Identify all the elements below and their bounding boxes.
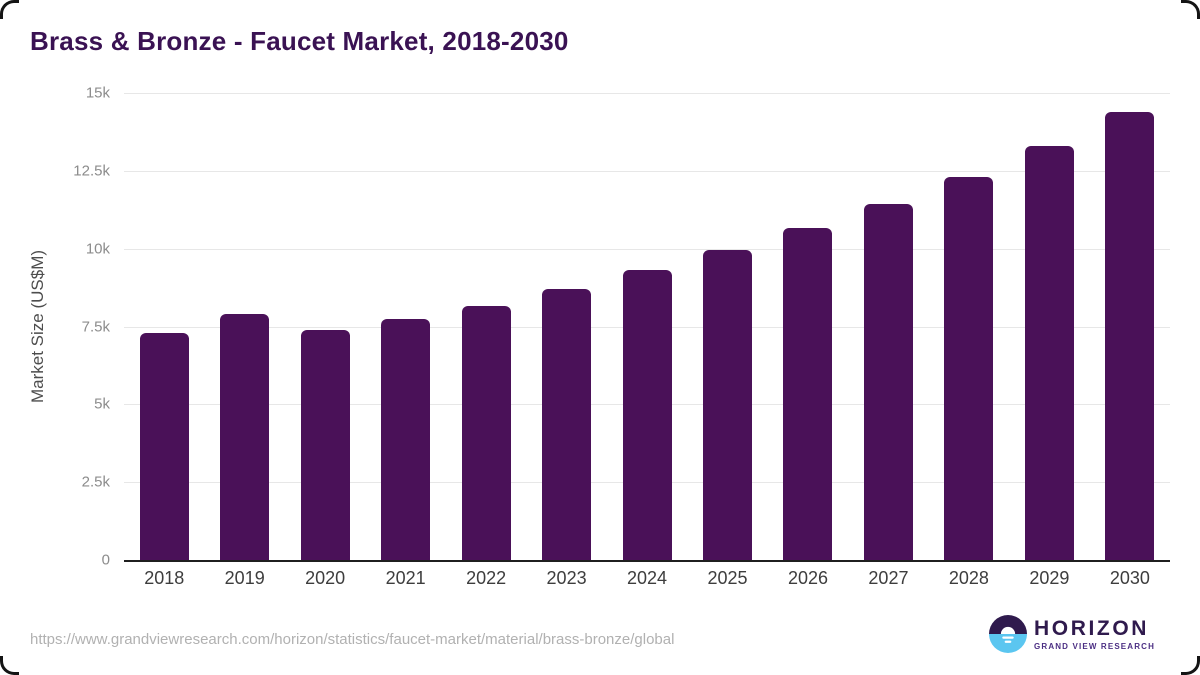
corner-artifact (1181, 656, 1200, 675)
bar-slot-2028 (929, 93, 1009, 560)
horizon-logo: HORIZON GRAND VIEW RESEARCH (989, 615, 1155, 653)
bar-2028[interactable] (944, 177, 994, 560)
horizon-logo-icon (989, 615, 1028, 653)
bar-2026[interactable] (783, 228, 833, 560)
x-label-2025: 2025 (707, 568, 748, 588)
x-label-2026: 2026 (787, 568, 828, 588)
plot-area (124, 93, 1170, 562)
y-tick-15k: 15k (85, 84, 110, 102)
bar-2019[interactable] (220, 314, 270, 560)
x-label-2029: 2029 (1029, 568, 1070, 588)
y-tick-0: 0 (101, 551, 110, 569)
bar-2027[interactable] (863, 203, 913, 560)
bar-series (124, 93, 1170, 560)
y-tick-10k: 10k (85, 240, 110, 258)
bar-2029[interactable] (1024, 145, 1074, 560)
x-label-2028: 2028 (948, 568, 989, 588)
bar-slot-2025 (687, 93, 767, 560)
bar-slot-2021 (365, 93, 445, 560)
bar-2022[interactable] (461, 306, 511, 560)
bar-slot-2019 (204, 93, 284, 560)
bar-slot-2026 (768, 93, 848, 560)
bar-2021[interactable] (381, 318, 431, 560)
x-axis-labels: 2018 2019 2020 2021 2022 2023 2024 2025 2026 2027… (124, 568, 1170, 589)
bar-2025[interactable] (703, 250, 753, 560)
gridline-12.5k (124, 170, 1170, 172)
bar-2024[interactable] (622, 270, 672, 560)
x-label-2024: 2024 (627, 568, 668, 588)
x-label-2021: 2021 (385, 568, 426, 588)
x-label-2019: 2019 (224, 568, 265, 588)
chart-title: Brass & Bronze - Faucet Market, 2018-203… (30, 26, 569, 56)
bar-2018[interactable] (139, 332, 189, 560)
bar-slot-2020 (285, 93, 365, 560)
logo-tagline: GRAND VIEW RESEARCH (1034, 641, 1155, 651)
y-tick-7.5k: 7.5k (81, 318, 110, 335)
bar-2030[interactable] (1105, 111, 1155, 560)
x-label-2018: 2018 (144, 568, 185, 588)
bar-slot-2023 (526, 93, 606, 560)
y-axis-tick-labels: 15k 12.5k 10k 7.5k 5k 2.5k 0 (0, 85, 110, 569)
corner-artifact (1181, 0, 1200, 19)
x-label-2023: 2023 (546, 568, 587, 588)
bar-2023[interactable] (542, 289, 592, 560)
bar-slot-2024 (607, 93, 687, 560)
bar-slot-2022 (446, 93, 526, 560)
bar-slot-2030 (1090, 93, 1170, 560)
bar-slot-2029 (1009, 93, 1089, 560)
gridline-15k (124, 93, 1170, 94)
horizon-logo-text: HORIZON GRAND VIEW RESEARCH (1034, 616, 1155, 651)
corner-artifact (0, 0, 19, 19)
y-tick-2.5k: 2.5k (81, 473, 110, 491)
bar-2020[interactable] (300, 329, 350, 560)
logo-name: HORIZON (1034, 616, 1150, 640)
bar-slot-2018 (124, 93, 204, 560)
y-tick-5k: 5k (94, 395, 110, 413)
bar-slot-2027 (848, 93, 928, 560)
x-label-2022: 2022 (466, 568, 507, 588)
source-url: https://www.grandviewresearch.com/horizo… (30, 631, 675, 648)
x-label-2020: 2020 (305, 568, 346, 588)
corner-artifact (0, 656, 19, 675)
gridline-10k (124, 248, 1170, 250)
y-tick-12.5k: 12.5k (73, 162, 110, 180)
x-label-2030: 2030 (1109, 568, 1150, 588)
x-label-2027: 2027 (868, 568, 909, 588)
